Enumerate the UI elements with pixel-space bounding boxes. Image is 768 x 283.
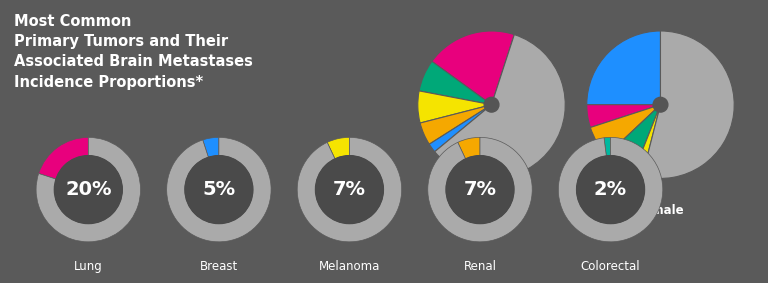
- Circle shape: [484, 97, 499, 112]
- Wedge shape: [604, 137, 611, 156]
- Wedge shape: [203, 137, 219, 157]
- Wedge shape: [591, 105, 660, 155]
- Circle shape: [577, 156, 644, 224]
- Wedge shape: [38, 137, 88, 179]
- Text: Colorectal: Colorectal: [581, 260, 641, 273]
- Wedge shape: [642, 31, 734, 179]
- Wedge shape: [167, 137, 271, 242]
- Text: 7%: 7%: [333, 180, 366, 199]
- Wedge shape: [435, 35, 565, 179]
- Text: Melanoma: Melanoma: [319, 260, 380, 273]
- Wedge shape: [297, 137, 402, 242]
- Wedge shape: [634, 105, 660, 176]
- Wedge shape: [428, 137, 532, 242]
- Wedge shape: [420, 105, 492, 144]
- Wedge shape: [432, 31, 515, 105]
- Circle shape: [316, 156, 383, 224]
- Text: Lung: Lung: [74, 260, 103, 273]
- Circle shape: [653, 97, 668, 112]
- Wedge shape: [558, 137, 663, 242]
- Text: Renal: Renal: [464, 260, 496, 273]
- Wedge shape: [418, 91, 492, 123]
- Text: Male: Male: [475, 204, 508, 217]
- Text: Most Common
Primary Tumors and Their
Associated Brain Metastases
Incidence Propo: Most Common Primary Tumors and Their Ass…: [14, 14, 253, 90]
- Text: 7%: 7%: [464, 180, 496, 199]
- Circle shape: [185, 156, 253, 224]
- Text: Female: Female: [637, 204, 684, 217]
- Wedge shape: [458, 137, 480, 159]
- Wedge shape: [607, 105, 660, 173]
- Circle shape: [55, 156, 122, 224]
- Wedge shape: [587, 31, 660, 105]
- Text: Breast: Breast: [200, 260, 238, 273]
- Circle shape: [446, 156, 514, 224]
- Wedge shape: [36, 137, 141, 242]
- Wedge shape: [419, 61, 492, 105]
- Text: 5%: 5%: [202, 180, 236, 199]
- Text: 20%: 20%: [65, 180, 111, 199]
- Wedge shape: [429, 105, 492, 152]
- Wedge shape: [327, 137, 349, 159]
- Text: 2%: 2%: [594, 180, 627, 199]
- Wedge shape: [587, 105, 660, 128]
